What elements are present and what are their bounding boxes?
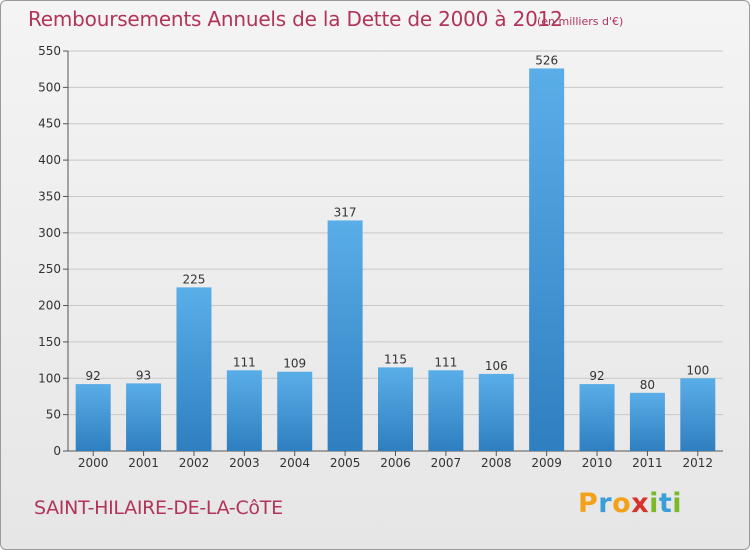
y-tick-label: 0 — [53, 444, 61, 458]
logo-letter: i — [649, 488, 659, 519]
x-tick-label: 2012 — [683, 456, 714, 470]
y-tick-label: 200 — [38, 299, 61, 313]
bar — [428, 370, 464, 451]
y-tick-label: 400 — [38, 153, 61, 167]
bar — [579, 384, 615, 451]
x-tick-label: 2003 — [229, 456, 260, 470]
y-tick-label: 550 — [38, 44, 61, 58]
y-tick-label: 300 — [38, 226, 61, 240]
logo-letter: P — [578, 488, 599, 519]
bars — [75, 68, 716, 452]
labels: 0 50 100 150 200 250 300 350 400 450 500 550 92 2000 9… — [38, 44, 713, 470]
bar-value-label: 109 — [283, 357, 306, 371]
bar-value-label: 92 — [589, 369, 604, 383]
chart-title: Remboursements Annuels de la Dette de 20… — [28, 7, 563, 31]
bar — [75, 384, 111, 451]
bar-value-label: 115 — [384, 352, 407, 366]
bar — [378, 367, 413, 451]
bar-value-label: 80 — [640, 378, 655, 392]
y-tick-label: 450 — [38, 117, 61, 131]
x-tick-label: 2008 — [481, 456, 512, 470]
proxiti-logo[interactable]: Proxiti — [578, 488, 682, 519]
y-tick-label: 350 — [38, 189, 61, 203]
logo-letter: r — [598, 488, 613, 519]
bar — [629, 392, 665, 451]
bar-value-label: 106 — [485, 359, 508, 373]
x-tick-label: 2006 — [380, 456, 411, 470]
logo-letter: o — [612, 488, 632, 519]
x-tick-label: 2011 — [632, 456, 663, 470]
x-tick-label: 2000 — [78, 456, 109, 470]
bar-value-label: 111 — [233, 355, 256, 369]
bar-value-label: 526 — [535, 53, 558, 67]
bar — [277, 371, 313, 451]
logo-letter: x — [631, 488, 650, 519]
x-tick-label: 2004 — [279, 456, 310, 470]
bar — [529, 68, 565, 452]
y-tick-label: 250 — [38, 262, 61, 276]
y-tick-label: 100 — [38, 371, 61, 385]
commune-name: SAINT-HILAIRE-DE-LA-CôTE — [34, 497, 283, 519]
bar — [176, 287, 212, 451]
x-tick-label: 2002 — [179, 456, 210, 470]
bar — [327, 220, 363, 451]
y-tick-label: 50 — [46, 408, 61, 422]
y-tick-label: 150 — [38, 335, 61, 349]
bar-value-label: 111 — [434, 355, 457, 369]
bar-value-label: 225 — [183, 272, 206, 286]
x-tick-label: 2001 — [128, 456, 159, 470]
logo-letter: t — [658, 488, 673, 519]
logo-letter: i — [672, 488, 683, 519]
x-tick-label: 2009 — [531, 456, 562, 470]
bar — [126, 383, 162, 451]
bar-value-label: 317 — [334, 205, 357, 219]
bar-value-label: 93 — [136, 368, 151, 382]
bar — [226, 370, 262, 451]
bar — [478, 373, 514, 451]
x-tick-label: 2005 — [330, 456, 361, 470]
x-tick-label: 2010 — [582, 456, 613, 470]
y-tick-label: 500 — [38, 80, 61, 94]
bar-value-label: 92 — [86, 369, 101, 383]
chart-unit: (en milliers d'€) — [537, 15, 624, 28]
bar-value-label: 100 — [686, 363, 709, 377]
bar — [680, 378, 716, 451]
x-tick-label: 2007 — [431, 456, 462, 470]
